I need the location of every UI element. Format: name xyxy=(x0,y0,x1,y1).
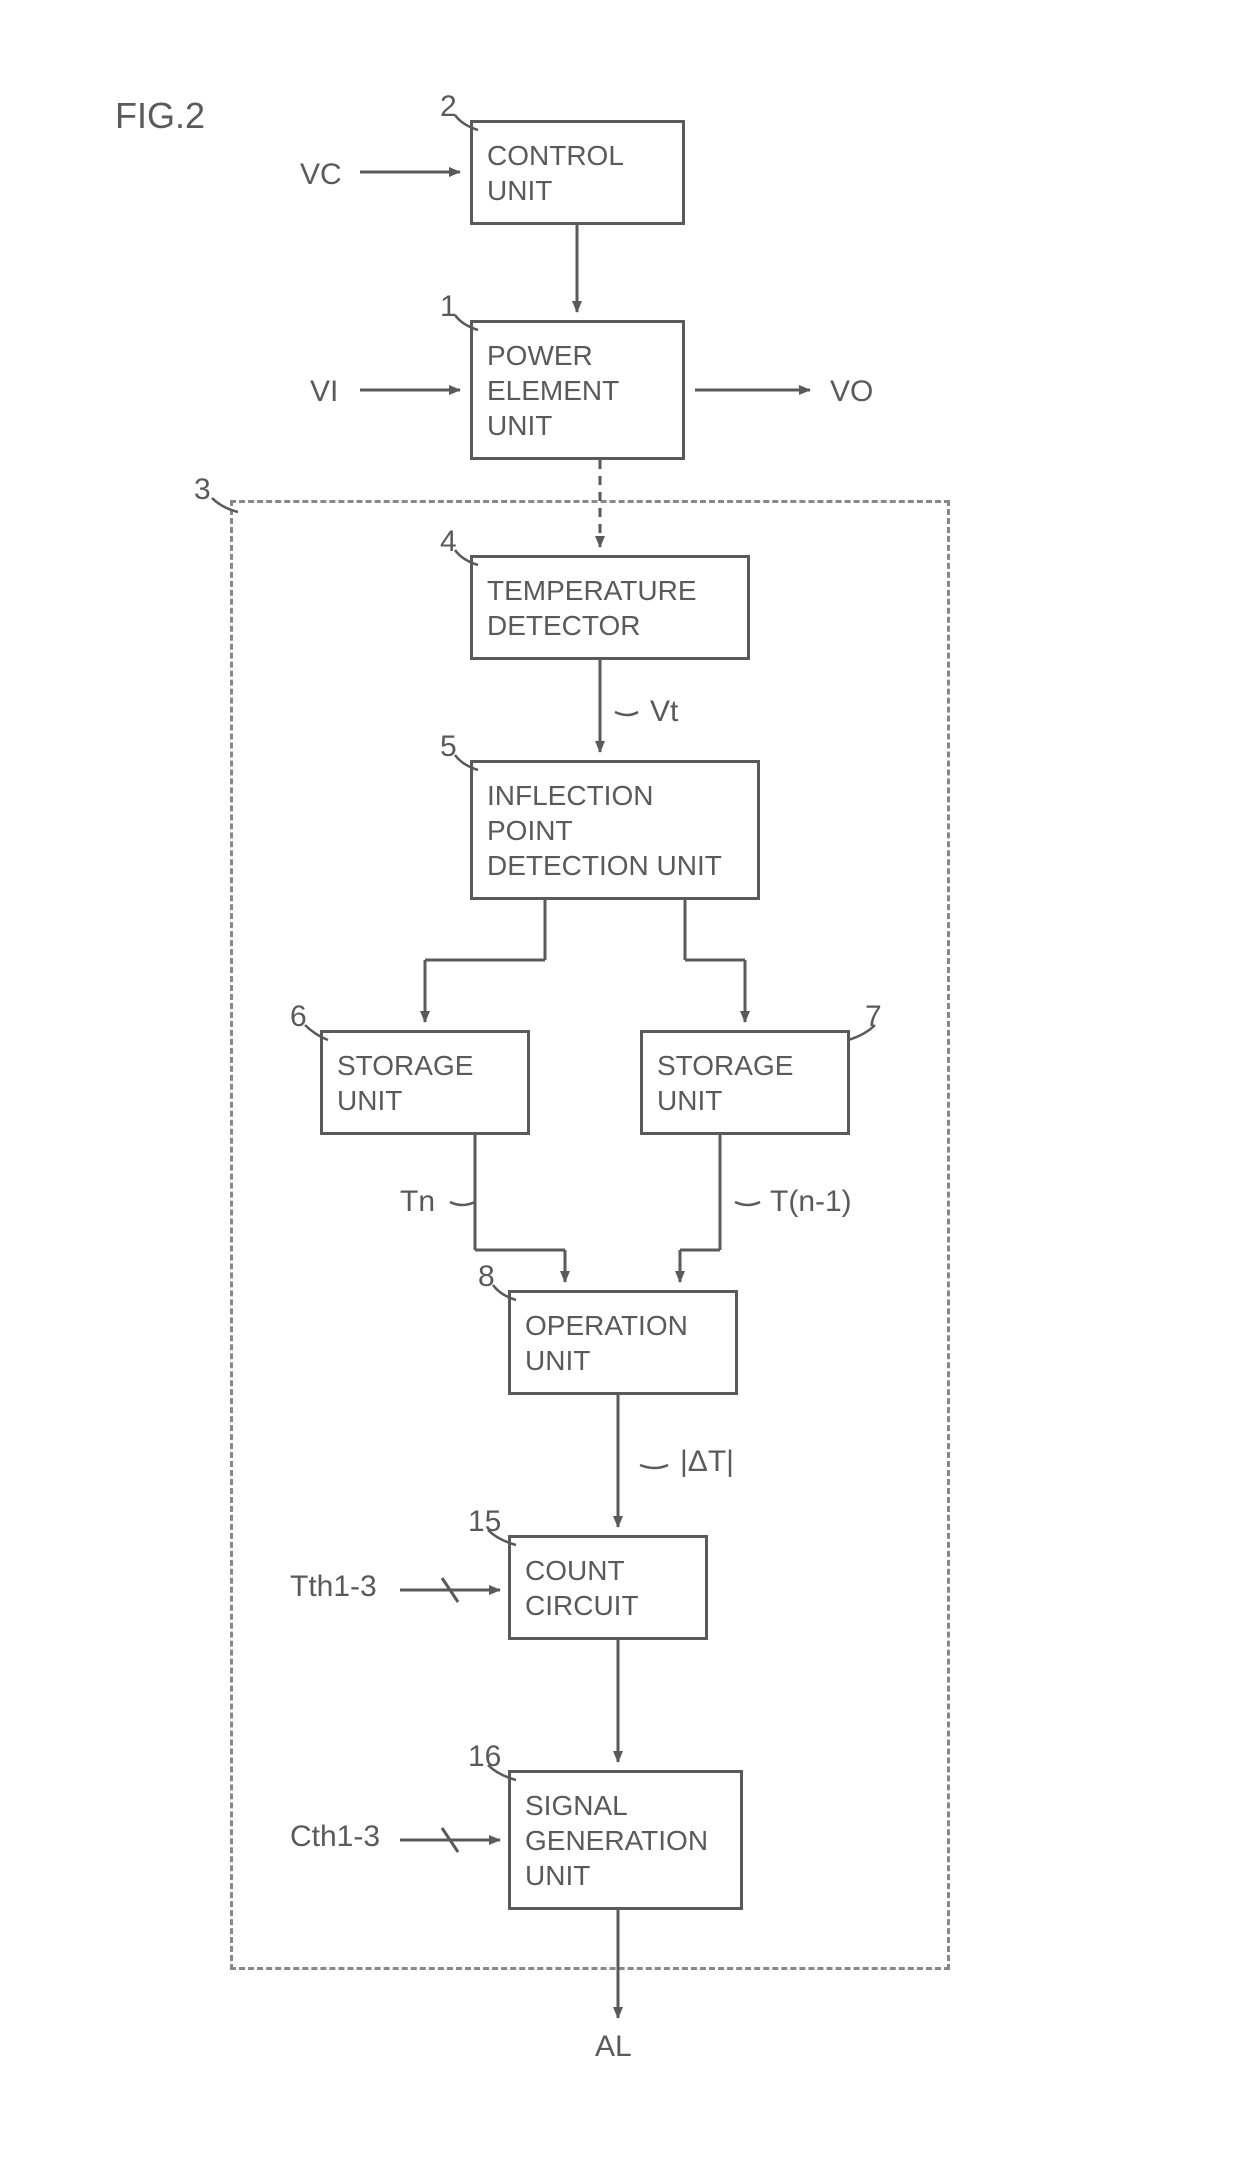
block-storage-7: STORAGEUNIT xyxy=(640,1030,850,1135)
signal-tn1: T(n-1) xyxy=(770,1185,852,1219)
block-label: INFLECTIONPOINTDETECTION UNIT xyxy=(487,778,722,883)
block-control-unit: CONTROLUNIT xyxy=(470,120,685,225)
signal-vt: Vt xyxy=(650,695,678,729)
block-label: SIGNALGENERATIONUNIT xyxy=(525,1788,708,1893)
block-label: COUNTCIRCUIT xyxy=(525,1553,639,1623)
block-storage-6: STORAGEUNIT xyxy=(320,1030,530,1135)
block-label: STORAGEUNIT xyxy=(337,1048,473,1118)
dashed-region-3 xyxy=(230,500,950,1970)
block-label: STORAGEUNIT xyxy=(657,1048,793,1118)
block-inflection: INFLECTIONPOINTDETECTION UNIT xyxy=(470,760,760,900)
block-label: TEMPERATUREDETECTOR xyxy=(487,573,697,643)
signal-dt: |ΔT| xyxy=(680,1445,734,1479)
ref-2: 2 xyxy=(440,90,457,124)
signal-vc: VC xyxy=(300,158,342,192)
block-count: COUNTCIRCUIT xyxy=(508,1535,708,1640)
block-temp-detector: TEMPERATUREDETECTOR xyxy=(470,555,750,660)
block-signal-gen: SIGNALGENERATIONUNIT xyxy=(508,1770,743,1910)
ref-15: 15 xyxy=(468,1505,501,1539)
ref-8: 8 xyxy=(478,1260,495,1294)
ref-7: 7 xyxy=(865,1000,882,1034)
signal-tth: Tth1-3 xyxy=(290,1570,377,1604)
signal-tn: Tn xyxy=(400,1185,435,1219)
signal-al: AL xyxy=(595,2030,632,2064)
block-operation: OPERATIONUNIT xyxy=(508,1290,738,1395)
ref-1: 1 xyxy=(440,290,457,324)
ref-6: 6 xyxy=(290,1000,307,1034)
signal-cth: Cth1-3 xyxy=(290,1820,380,1854)
block-label: CONTROLUNIT xyxy=(487,138,624,208)
signal-vo: VO xyxy=(830,375,873,409)
signal-vi: VI xyxy=(310,375,338,409)
block-label: POWERELEMENTUNIT xyxy=(487,338,619,443)
block-power-element: POWERELEMENTUNIT xyxy=(470,320,685,460)
ref-16: 16 xyxy=(468,1740,501,1774)
ref-4: 4 xyxy=(440,525,457,559)
ref-3: 3 xyxy=(194,473,211,507)
ref-5: 5 xyxy=(440,730,457,764)
figure-label: FIG.2 xyxy=(115,95,205,137)
block-label: OPERATIONUNIT xyxy=(525,1308,688,1378)
